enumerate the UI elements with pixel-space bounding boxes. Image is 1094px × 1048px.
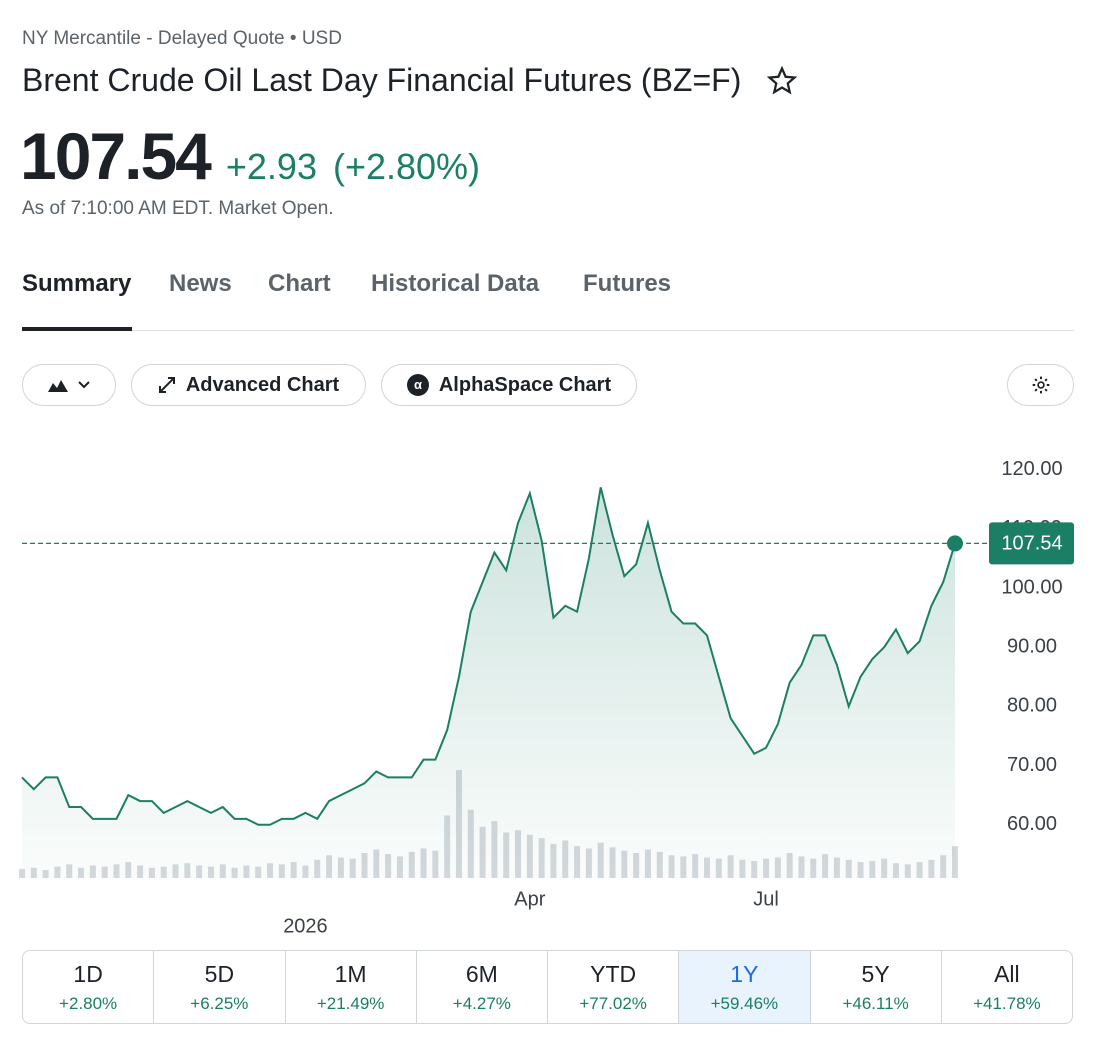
star-icon[interactable]: [767, 65, 798, 96]
range-label: 5D: [204, 960, 235, 987]
range-change: +21.49%: [316, 993, 385, 1013]
range-label: 5Y: [861, 960, 890, 987]
range-change: +4.27%: [452, 993, 511, 1013]
chart-type-button[interactable]: [22, 364, 116, 406]
advanced-chart-button[interactable]: Advanced Chart: [131, 364, 366, 406]
tab-underline: [22, 327, 132, 331]
range-label: 1D: [73, 960, 103, 987]
range-button[interactable]: 1D +2.80%: [23, 951, 155, 1023]
title: Brent Crude Oil Last Day Financial Futur…: [22, 62, 742, 98]
range-change: +46.11%: [842, 993, 909, 1013]
button-label: Advanced Chart: [185, 373, 340, 396]
range-button[interactable]: 5Y +46.11%: [811, 951, 942, 1023]
exchange: NY Mercantile - Delayed Quote • USD: [22, 28, 342, 49]
x-tick-label: Jul: [753, 888, 779, 910]
as-of: As of 7:10:00 AM EDT. Market Open.: [22, 198, 334, 219]
quote-row: 107.54 +2.93 (+2.80%): [20, 118, 480, 194]
price-area: [22, 487, 955, 878]
tab[interactable]: Summary: [22, 270, 132, 297]
y-tick-label: 80.00: [1007, 695, 1057, 717]
range-change: +41.78%: [973, 993, 1041, 1013]
year-label: 2026: [283, 915, 328, 937]
chart: 60.0070.0080.0090.00100.00110.00120.00Ap…: [19, 458, 1074, 937]
tab[interactable]: Chart: [268, 270, 331, 297]
range-selector: 1D +2.80% 5D +6.25% 1M +21.49% 6M +4.27% YTD +77.…: [22, 950, 1073, 1024]
last-price-label: 107.54: [1001, 533, 1062, 555]
range-label: YTD: [590, 960, 637, 987]
x-tick-label: Apr: [514, 888, 545, 910]
range-label: 6M: [465, 960, 498, 987]
button-label: AlphaSpace Chart: [438, 373, 612, 396]
tab[interactable]: Futures: [583, 270, 672, 297]
range-change: +77.02%: [579, 993, 647, 1013]
alphaspace-chart-button[interactable]: α AlphaSpace Chart: [381, 364, 637, 406]
range-label: 1Y: [730, 960, 759, 987]
y-tick-label: 60.00: [1007, 813, 1057, 835]
tab[interactable]: News: [169, 270, 232, 297]
range-change: +59.46%: [710, 993, 779, 1013]
range-button[interactable]: 5D +6.25%: [154, 951, 286, 1023]
y-tick-label: 100.00: [1001, 576, 1062, 598]
settings-button[interactable]: [1007, 364, 1074, 406]
svg-text:α: α: [414, 377, 422, 392]
y-tick-label: 120.00: [1001, 458, 1062, 480]
tab-divider: [22, 330, 1074, 331]
range-button[interactable]: 1Y +59.46%: [679, 951, 811, 1023]
price-line: [21, 487, 956, 826]
price: 107.54: [20, 119, 212, 193]
change: +2.93: [225, 146, 317, 187]
last-price-tag: [989, 522, 1074, 565]
range-change: +2.80%: [59, 993, 118, 1013]
range-button[interactable]: All +41.78%: [942, 951, 1072, 1023]
range-button[interactable]: YTD +77.02%: [548, 951, 680, 1023]
range-button[interactable]: 6M +4.27%: [417, 951, 548, 1023]
range-label: All: [994, 960, 1020, 987]
change-percent: (+2.80%): [332, 146, 481, 187]
range-label: 1M: [334, 960, 367, 987]
y-tick-label: 90.00: [1007, 635, 1057, 657]
tab[interactable]: Historical Data: [371, 270, 540, 297]
range-button[interactable]: 1M +21.49%: [286, 951, 417, 1023]
range-change: +6.25%: [190, 993, 249, 1013]
title-row: Brent Crude Oil Last Day Financial Futur…: [22, 62, 798, 99]
y-tick-label: 70.00: [1007, 754, 1057, 776]
last-price-dot: [947, 535, 963, 552]
